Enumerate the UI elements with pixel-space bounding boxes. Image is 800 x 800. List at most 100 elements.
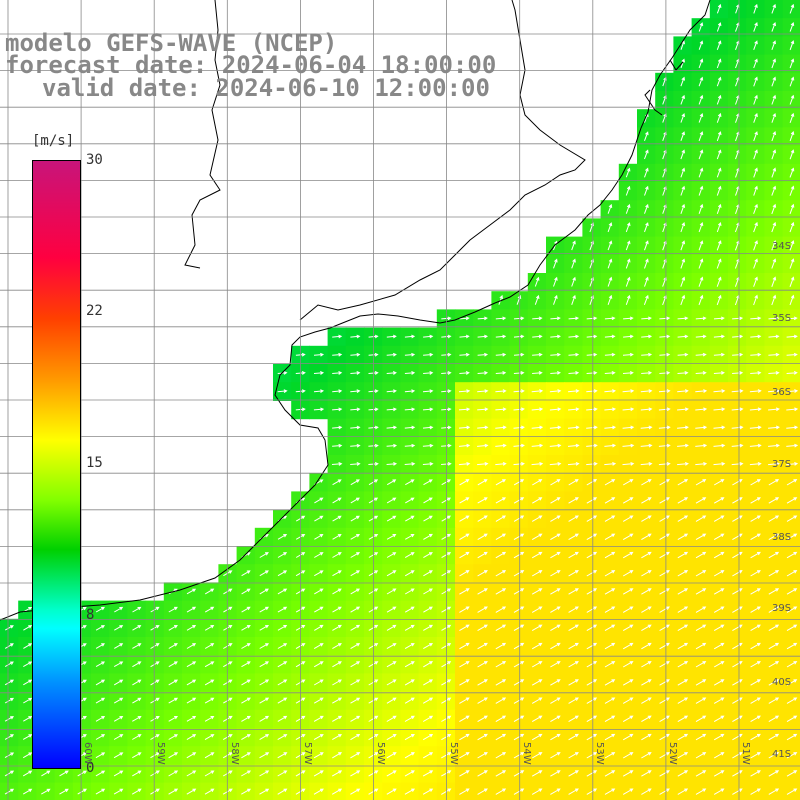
wind-arrow <box>332 588 342 595</box>
wind-arrow <box>114 625 124 631</box>
wind-arrow <box>150 715 160 722</box>
wind-arrow <box>568 515 579 522</box>
wind-arrow <box>186 624 197 631</box>
wind-arrow <box>771 131 777 142</box>
wind-arrow <box>789 94 795 105</box>
wind-arrow <box>713 752 725 759</box>
wind-arrow <box>531 588 543 595</box>
wind-arrow <box>750 515 761 522</box>
wind-arrow <box>459 752 470 759</box>
wind-arrow <box>695 715 707 723</box>
wind-arrow <box>768 624 780 632</box>
wind-arrow <box>768 770 780 777</box>
wind-arrow <box>459 770 470 777</box>
wind-arrow <box>732 788 743 795</box>
wind-arrow <box>641 733 652 741</box>
wind-arrow <box>716 22 722 32</box>
wind-arrow <box>404 606 415 613</box>
wind-arrow <box>59 770 69 777</box>
wind-arrow <box>404 661 415 668</box>
wind-arrow <box>350 462 361 466</box>
wind-arrow <box>713 606 725 613</box>
wind-arrow <box>550 697 561 704</box>
wind-arrow <box>531 443 544 448</box>
wind-arrow <box>204 752 215 759</box>
wind-arrow <box>132 734 142 740</box>
wind-arrow <box>789 203 795 215</box>
wind-arrow <box>753 58 758 69</box>
wind-arrow <box>150 788 160 795</box>
wind-arrow <box>422 733 434 741</box>
wind-arrow <box>695 624 707 632</box>
wind-arrow <box>259 570 269 577</box>
wind-arrow <box>713 316 725 321</box>
wind-arrow <box>568 588 579 595</box>
wind-arrow <box>586 697 598 704</box>
wind-arrow <box>732 679 743 686</box>
wind-arrow <box>113 715 124 722</box>
lon-label-53w: 53W <box>594 742 605 765</box>
wind-arrow <box>495 443 507 448</box>
wind-arrow <box>771 58 776 69</box>
wind-arrow <box>314 533 324 540</box>
wind-arrow <box>771 149 777 160</box>
wind-arrow <box>332 570 342 577</box>
wind-arrow <box>350 643 361 650</box>
wind-arrow <box>607 276 613 287</box>
wind-arrow <box>659 334 671 339</box>
wind-arrow <box>404 334 416 339</box>
wind-arrow <box>204 624 215 631</box>
wind-arrow <box>698 258 704 269</box>
wind-arrow <box>586 371 598 375</box>
wind-arrow <box>277 606 288 613</box>
wind-arrow <box>716 258 722 269</box>
wind-arrow <box>604 515 616 522</box>
wind-arrow <box>604 407 617 412</box>
wind-arrow <box>677 334 689 339</box>
wind-arrow <box>386 334 397 339</box>
wind-arrow <box>441 552 452 559</box>
wind-arrow <box>713 479 725 486</box>
wind-arrow <box>531 533 543 541</box>
wind-arrow <box>168 734 178 740</box>
wind-arrow <box>423 661 433 668</box>
wind-arrow <box>241 679 251 686</box>
wind-arrow <box>423 334 434 339</box>
wind-arrow <box>640 389 653 393</box>
wind-arrow <box>586 551 598 559</box>
wind-arrow <box>477 788 488 795</box>
wind-arrow <box>750 551 761 559</box>
wind-arrow <box>768 371 780 375</box>
wind-arrow <box>789 131 795 142</box>
wind-arrow <box>477 533 488 541</box>
wind-arrow <box>531 715 543 723</box>
wind-arrow <box>150 679 160 686</box>
wind-arrow <box>622 533 634 541</box>
lat-label-34s: 34S <box>772 241 792 252</box>
wind-arrow <box>716 40 722 50</box>
wind-arrow <box>531 788 543 795</box>
wind-arrow <box>789 58 795 69</box>
wind-arrow <box>95 715 106 722</box>
wind-arrow <box>640 407 653 412</box>
wind-arrow <box>786 697 798 704</box>
wind-arrow <box>477 570 488 577</box>
wind-arrow <box>677 461 689 466</box>
wind-arrow <box>568 752 579 759</box>
wind-arrow <box>350 515 360 522</box>
wind-arrow <box>332 533 342 540</box>
wind-arrow <box>768 389 780 393</box>
wind-arrow <box>607 203 613 214</box>
wind-arrow <box>477 661 488 668</box>
wind-arrow <box>332 352 343 357</box>
wind-arrow <box>459 334 470 339</box>
wind-arrow <box>698 40 704 50</box>
wind-arrow <box>753 240 758 251</box>
wind-arrow <box>423 479 433 486</box>
wind-arrow <box>550 715 561 723</box>
wind-arrow <box>604 479 616 486</box>
wind-arrow <box>786 752 798 759</box>
wind-arrow <box>695 352 707 357</box>
wind-arrow <box>658 443 671 448</box>
